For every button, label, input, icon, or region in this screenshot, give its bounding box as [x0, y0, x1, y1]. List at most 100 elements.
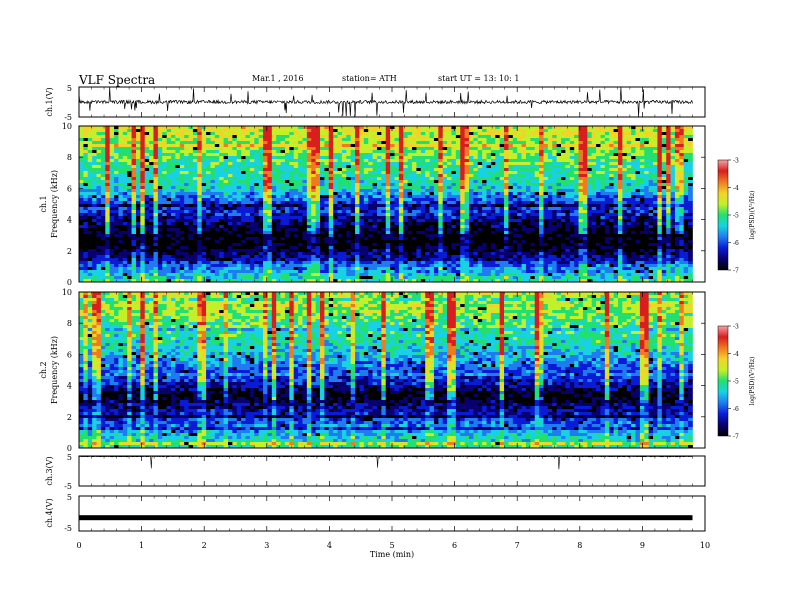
- spectrogram-cell: [416, 153, 422, 157]
- spectrogram-cell: [149, 204, 154, 208]
- spectrogram-cell: [447, 225, 452, 229]
- spectrogram-cell: [157, 216, 163, 220]
- spectrogram-cell: [258, 126, 264, 130]
- spectrogram-cell: [127, 150, 132, 154]
- spectrogram-cell: [442, 186, 448, 190]
- spectrogram-cell: [105, 138, 111, 142]
- spectrogram-cell: [486, 126, 492, 130]
- spectrogram-cell: [236, 228, 242, 232]
- spectrogram-cell: [162, 219, 167, 223]
- spectrogram-cell: [657, 180, 663, 184]
- spectrogram-cell: [442, 225, 448, 229]
- spectrogram-cell: [477, 183, 483, 187]
- spectrogram-cell: [306, 138, 312, 142]
- spectrogram-cell: [249, 135, 255, 139]
- spectrogram-cell: [284, 150, 290, 154]
- spectrogram-cell: [280, 171, 286, 175]
- spectrogram-cell: [263, 219, 268, 223]
- spectrogram-cell: [96, 201, 102, 205]
- spectrogram-cell: [525, 210, 531, 214]
- spectrogram-cell: [499, 198, 505, 202]
- spectrogram-cell: [604, 204, 610, 208]
- spectrogram-cell: [188, 126, 194, 130]
- spectrogram-cell: [525, 186, 531, 190]
- spectrogram-cell: [267, 216, 273, 220]
- spectrogram-cell: [166, 150, 172, 154]
- spectrogram-cell: [604, 156, 610, 160]
- spectrogram-cell: [504, 207, 509, 211]
- spectrogram-cell: [293, 159, 299, 163]
- spectrogram-cell: [517, 147, 522, 151]
- spectrogram-cell: [438, 228, 444, 232]
- spectrogram-cell: [324, 219, 330, 223]
- spectrogram-cell: [162, 162, 167, 166]
- spectrogram-cell: [574, 132, 579, 136]
- spectrogram-cell: [271, 231, 277, 235]
- spectrogram-cell: [236, 147, 242, 151]
- spectrogram-cell: [149, 147, 154, 151]
- spectrogram-cell: [306, 168, 312, 172]
- spectrogram-cell: [175, 207, 181, 211]
- spectrogram-cell: [451, 225, 457, 229]
- spectrogram-cell: [578, 171, 584, 175]
- spectrogram-cell: [214, 177, 220, 181]
- spectrogram-cell: [644, 225, 650, 229]
- spectrogram-cell: [587, 150, 593, 154]
- spectrogram-cell: [569, 165, 575, 169]
- spectrogram-cell: [210, 198, 216, 202]
- spectrogram-cell: [631, 180, 636, 184]
- spectrogram-cell: [504, 192, 509, 196]
- spectrogram-cell: [302, 207, 308, 211]
- spectrogram-cell: [412, 186, 417, 190]
- spectrogram-cell: [171, 150, 176, 154]
- spectrogram-cell: [477, 204, 483, 208]
- spectrogram-cell: [390, 219, 395, 223]
- spectrogram-cell: [122, 177, 128, 181]
- spectrogram-cell: [451, 174, 457, 178]
- spectrogram-cell: [477, 168, 483, 172]
- spectrogram-cell: [653, 171, 658, 175]
- spectrogram-cell: [263, 165, 268, 169]
- spectrogram-cell: [429, 135, 435, 139]
- spectrogram-cell: [223, 195, 229, 199]
- spectrogram-cell: [447, 213, 452, 217]
- spectrogram-cell: [626, 162, 632, 166]
- spectrogram-cell: [517, 144, 522, 148]
- spectrogram-cell: [227, 207, 233, 211]
- spectrogram-cell: [236, 183, 242, 187]
- spectrogram-cell: [644, 210, 650, 214]
- spectrogram-cell: [600, 219, 606, 223]
- spectrogram-cell: [219, 165, 224, 169]
- spectrogram-cell: [346, 183, 352, 187]
- spectrogram-cell: [512, 132, 518, 136]
- spectrogram-cell: [547, 132, 553, 136]
- spectrogram-cell: [162, 225, 167, 229]
- spectrogram-cell: [83, 216, 89, 220]
- spectrogram-cell: [122, 150, 128, 154]
- spectrogram-cell: [416, 228, 422, 232]
- spectrogram-cell: [315, 225, 321, 229]
- spectrogram-cell: [390, 141, 395, 145]
- spectrogram-cell: [460, 168, 465, 172]
- spectrogram-cell: [420, 198, 426, 202]
- spectrogram-cell: [280, 186, 286, 190]
- spectrogram-cell: [512, 195, 518, 199]
- spectrogram-cell: [561, 192, 566, 196]
- spectrogram-cell: [284, 129, 290, 133]
- spectrogram-cell: [556, 171, 562, 175]
- spectrogram-cell: [591, 153, 597, 157]
- spectrogram-cell: [311, 225, 316, 229]
- spectrogram-cell: [657, 210, 663, 214]
- spectrogram-cell: [192, 159, 198, 163]
- spectrogram-cell: [197, 183, 203, 187]
- spectrogram-cell: [363, 159, 369, 163]
- spectrogram-cell: [201, 138, 207, 142]
- spectrogram-cell: [626, 159, 632, 163]
- spectrogram-cell: [315, 183, 321, 187]
- spectrogram-cell: [385, 201, 391, 205]
- spectrogram-cell: [271, 144, 277, 148]
- spectrogram-cell: [464, 213, 470, 217]
- spectrogram-cell: [267, 150, 273, 154]
- spectrogram-cell: [534, 144, 540, 148]
- spectrogram-cell: [569, 213, 575, 217]
